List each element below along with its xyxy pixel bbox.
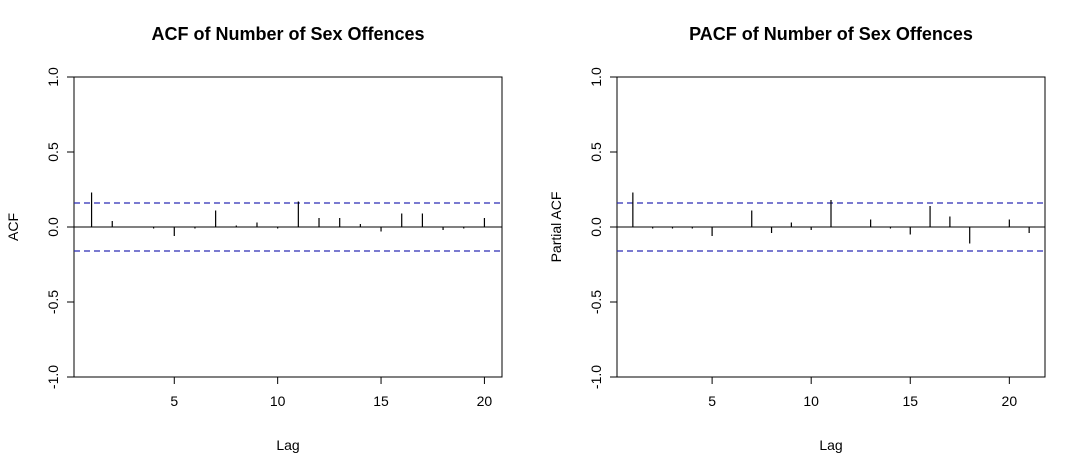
y-tick-label: 0.0 [45, 217, 61, 237]
y-tick-label: 0.5 [588, 142, 604, 162]
x-axis-label: Lag [819, 437, 842, 453]
x-tick-label: 5 [708, 393, 716, 409]
y-axis-label: Partial ACF [548, 192, 564, 263]
x-tick-label: 10 [270, 393, 286, 409]
chart-title: ACF of Number of Sex Offences [151, 24, 424, 44]
y-tick-label: 0.0 [588, 217, 604, 237]
x-tick-label: 15 [902, 393, 918, 409]
x-tick-label: 20 [477, 393, 493, 409]
x-tick-label: 5 [170, 393, 178, 409]
y-tick-label: -1.0 [45, 365, 61, 389]
x-tick-label: 15 [373, 393, 389, 409]
y-tick-label: -0.5 [588, 290, 604, 314]
y-tick-label: 0.5 [45, 142, 61, 162]
y-tick-label: -0.5 [45, 290, 61, 314]
y-tick-label: 1.0 [588, 67, 604, 87]
y-tick-label: 1.0 [45, 67, 61, 87]
y-axis-label: ACF [5, 213, 21, 241]
chart-panel-2: PACF of Number of Sex Offences 5 10 15 20 -1.… [548, 24, 1046, 453]
x-tick-label: 10 [803, 393, 819, 409]
chart-title: PACF of Number of Sex Offences [689, 24, 973, 44]
x-tick-label: 20 [1002, 393, 1018, 409]
chart-panel-1: ACF of Number of Sex Offences 5 10 15 20 -1.0… [5, 24, 503, 453]
y-tick-label: -1.0 [588, 365, 604, 389]
x-axis-label: Lag [276, 437, 299, 453]
